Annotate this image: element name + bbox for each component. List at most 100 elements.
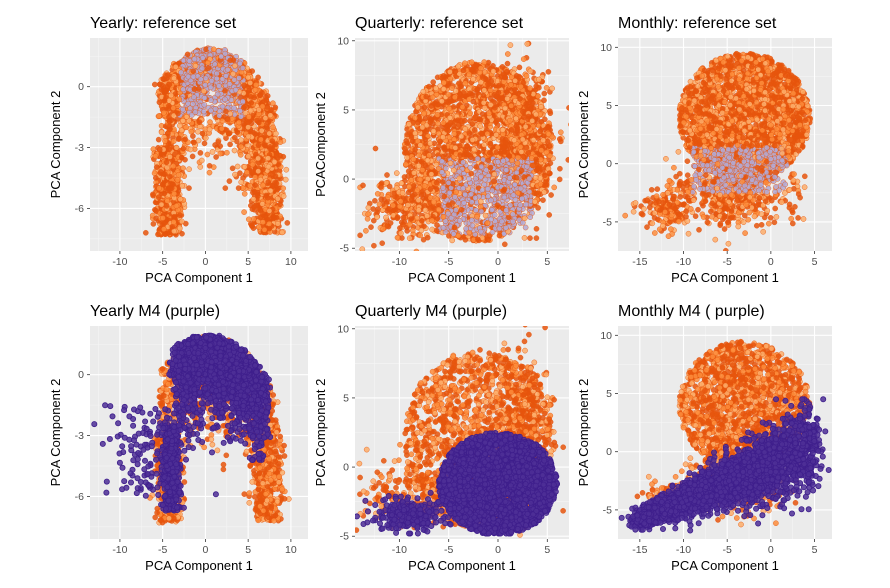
reference-point	[256, 92, 263, 99]
reference-point	[235, 185, 242, 191]
reference-point	[160, 215, 166, 221]
reference-point	[217, 143, 223, 149]
reference-point	[172, 64, 179, 70]
reference-point	[186, 166, 192, 172]
reference-point	[282, 176, 289, 183]
reference-point	[153, 215, 159, 222]
reference-point	[190, 68, 196, 74]
reference-point	[209, 149, 216, 155]
reference-point	[263, 192, 270, 199]
reference-point	[192, 63, 199, 69]
reference-point	[195, 137, 202, 144]
reference-point	[226, 130, 232, 137]
x-tick-label: 10	[285, 256, 297, 268]
reference-point	[152, 153, 159, 159]
reference-point	[232, 63, 238, 69]
reference-point	[176, 212, 183, 218]
reference-point	[162, 138, 168, 144]
reference-point	[163, 159, 170, 166]
reference-point	[557, 136, 563, 142]
reference-point	[245, 124, 251, 130]
reference-point	[156, 99, 163, 106]
reference-point	[269, 182, 276, 189]
reference-point	[255, 119, 262, 126]
reference-point	[206, 126, 213, 133]
reference-point	[257, 214, 264, 221]
reference-point	[535, 205, 541, 211]
reference-point	[262, 115, 269, 121]
reference-point	[216, 83, 222, 89]
reference-point	[160, 110, 167, 116]
reference-point	[212, 106, 219, 112]
reference-point	[160, 152, 167, 158]
reference-point	[180, 57, 187, 64]
reference-point	[224, 66, 231, 73]
reference-point	[251, 204, 257, 210]
reference-point	[504, 51, 511, 57]
reference-point	[265, 179, 272, 185]
reference-point	[158, 129, 165, 136]
reference-point	[151, 81, 158, 88]
reference-point	[159, 181, 166, 187]
reference-point	[201, 101, 208, 108]
reference-point	[265, 163, 272, 170]
reference-point	[187, 146, 194, 153]
reference-point	[185, 73, 192, 80]
reference-point	[197, 76, 204, 83]
reference-point	[213, 75, 220, 82]
reference-point	[183, 114, 190, 120]
reference-point	[244, 169, 250, 176]
reference-point	[156, 146, 163, 153]
reference-point	[201, 95, 208, 101]
reference-point	[207, 84, 214, 91]
reference-point	[274, 195, 281, 202]
reference-point	[461, 60, 468, 67]
reference-point	[533, 235, 540, 241]
reference-point	[176, 225, 183, 232]
reference-point	[250, 196, 257, 202]
reference-point	[222, 50, 228, 57]
reference-point	[249, 161, 256, 168]
reference-point	[449, 237, 456, 244]
reference-point	[247, 80, 253, 86]
reference-point	[267, 187, 274, 194]
reference-point	[224, 116, 231, 122]
reference-point	[217, 150, 224, 157]
reference-point	[236, 75, 242, 81]
reference-point	[266, 130, 273, 137]
reference-point	[178, 127, 185, 134]
reference-point	[240, 98, 246, 105]
reference-point	[199, 130, 206, 137]
reference-point	[279, 229, 286, 236]
reference-point	[222, 96, 228, 103]
reference-point	[206, 162, 213, 169]
reference-point	[251, 188, 258, 195]
reference-point	[280, 193, 287, 199]
reference-point	[190, 133, 196, 139]
reference-point	[226, 81, 233, 87]
reference-point	[230, 71, 236, 77]
reference-point	[516, 64, 523, 71]
reference-point	[164, 198, 171, 204]
reference-point	[178, 69, 184, 76]
reference-point	[180, 86, 186, 93]
reference-point	[214, 70, 220, 77]
reference-point	[175, 110, 181, 117]
reference-point	[196, 119, 203, 125]
scatter-points	[142, 45, 291, 238]
reference-point	[216, 112, 223, 119]
reference-point	[231, 134, 238, 141]
reference-point	[248, 100, 255, 106]
reference-point	[238, 179, 244, 185]
reference-point	[384, 172, 390, 178]
reference-point	[269, 138, 276, 144]
reference-point	[186, 185, 192, 191]
reference-point	[231, 105, 237, 111]
reference-point	[283, 166, 290, 173]
reference-point	[171, 75, 177, 82]
reference-point	[246, 87, 252, 94]
reference-point	[208, 78, 215, 84]
reference-point	[166, 103, 172, 109]
reference-point	[258, 136, 264, 143]
reference-point	[202, 135, 209, 141]
